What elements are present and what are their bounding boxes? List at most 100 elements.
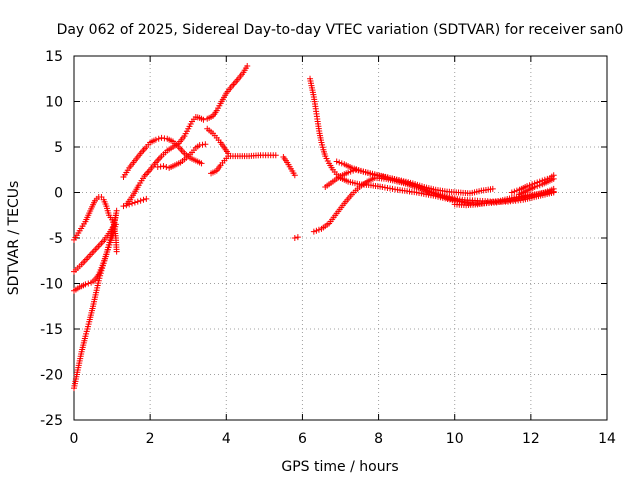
data-point xyxy=(294,234,301,241)
data-point xyxy=(200,116,207,123)
x-axis-label: GPS time / hours xyxy=(281,459,398,475)
data-point xyxy=(338,160,345,167)
series-arc-6 xyxy=(120,134,205,181)
data-point xyxy=(231,79,238,86)
data-point xyxy=(315,226,322,233)
data-point xyxy=(179,148,186,155)
series-arc-9 xyxy=(208,152,279,177)
series-arc-17 xyxy=(333,158,496,197)
data-point xyxy=(526,182,533,189)
data-point xyxy=(85,280,92,287)
data-point xyxy=(145,168,152,175)
data-point xyxy=(134,198,141,205)
data-point xyxy=(105,244,112,251)
series-arc-2 xyxy=(71,207,120,275)
x-tick-label: 0 xyxy=(70,431,79,447)
data-point xyxy=(160,163,167,170)
data-point xyxy=(244,63,251,70)
data-point xyxy=(177,145,184,152)
series-arc-8 xyxy=(154,141,209,171)
data-point xyxy=(97,272,104,279)
data-point xyxy=(113,248,120,255)
y-tick-label: -20 xyxy=(40,368,63,384)
data-point xyxy=(139,148,146,155)
data-point xyxy=(113,207,120,214)
data-point xyxy=(157,154,164,161)
x-tick-label: 12 xyxy=(522,431,540,447)
data-point xyxy=(233,78,240,85)
data-point xyxy=(106,239,113,246)
data-point xyxy=(152,136,159,143)
data-point xyxy=(104,246,111,253)
x-tick-label: 10 xyxy=(446,431,464,447)
data-point xyxy=(137,197,144,204)
data-point xyxy=(489,185,496,192)
data-point xyxy=(141,145,148,152)
series-arc-5 xyxy=(120,195,150,210)
data-point xyxy=(333,158,340,165)
x-tick-label: 2 xyxy=(146,431,155,447)
data-point xyxy=(345,169,352,176)
x-tick-label: 8 xyxy=(374,431,383,447)
data-point xyxy=(112,212,119,219)
data-point xyxy=(105,241,112,248)
data-point xyxy=(155,135,162,142)
data-point xyxy=(142,171,149,178)
data-point xyxy=(198,160,205,167)
y-tick-label: -10 xyxy=(40,277,63,293)
data-point xyxy=(82,281,89,288)
data-point xyxy=(97,270,104,277)
y-tick-label: -25 xyxy=(40,413,63,429)
y-tick-label: -5 xyxy=(49,231,63,247)
data-point xyxy=(536,182,543,189)
y-axis-label: SDTVAR / TECUs xyxy=(6,181,22,296)
data-point xyxy=(202,141,209,148)
series-arc-13 xyxy=(291,234,301,241)
data-point xyxy=(154,157,161,164)
data-point xyxy=(508,189,515,196)
data-point xyxy=(140,196,147,203)
axis-ticks: 0 2 4 6 8 10 12 14 -25 -20 -15 -10 -5 0 5 10 15 xyxy=(40,49,616,447)
data-point xyxy=(225,150,232,157)
series-arc-11 xyxy=(204,125,232,157)
data-point xyxy=(347,168,354,175)
data-point xyxy=(550,188,557,195)
y-tick-label: 15 xyxy=(45,49,63,65)
data-point xyxy=(313,227,320,234)
data-point xyxy=(529,181,536,188)
data-point xyxy=(336,159,343,166)
series-arc-12 xyxy=(280,154,298,179)
series-arc-7 xyxy=(124,113,207,207)
x-tick-label: 6 xyxy=(298,431,307,447)
data-point xyxy=(100,260,107,267)
data-point xyxy=(131,199,138,206)
plot-frame xyxy=(73,55,608,421)
data-point xyxy=(291,172,298,179)
data-point xyxy=(534,183,541,190)
data-point xyxy=(99,262,106,269)
data-point xyxy=(513,187,520,194)
data-point xyxy=(98,267,105,274)
data-point xyxy=(511,188,518,195)
data-point xyxy=(143,195,150,202)
series-arc-20 xyxy=(516,175,557,198)
data-point xyxy=(272,152,279,159)
data-point xyxy=(95,277,102,284)
data-point xyxy=(310,228,317,235)
series-arc-4 xyxy=(71,212,119,392)
data-point xyxy=(531,184,538,191)
data-point xyxy=(140,147,147,154)
data-point xyxy=(178,147,185,154)
x-tick-label: 4 xyxy=(222,431,231,447)
data-point xyxy=(550,175,557,182)
data-point xyxy=(144,169,151,176)
data-point xyxy=(155,156,162,163)
data-point xyxy=(230,81,237,88)
series-arc-10 xyxy=(204,63,251,122)
y-tick-label: 0 xyxy=(54,186,63,202)
y-tick-label: 5 xyxy=(54,140,63,156)
data-points xyxy=(71,63,557,392)
data-point xyxy=(541,176,548,183)
y-tick-label: -15 xyxy=(40,322,63,338)
